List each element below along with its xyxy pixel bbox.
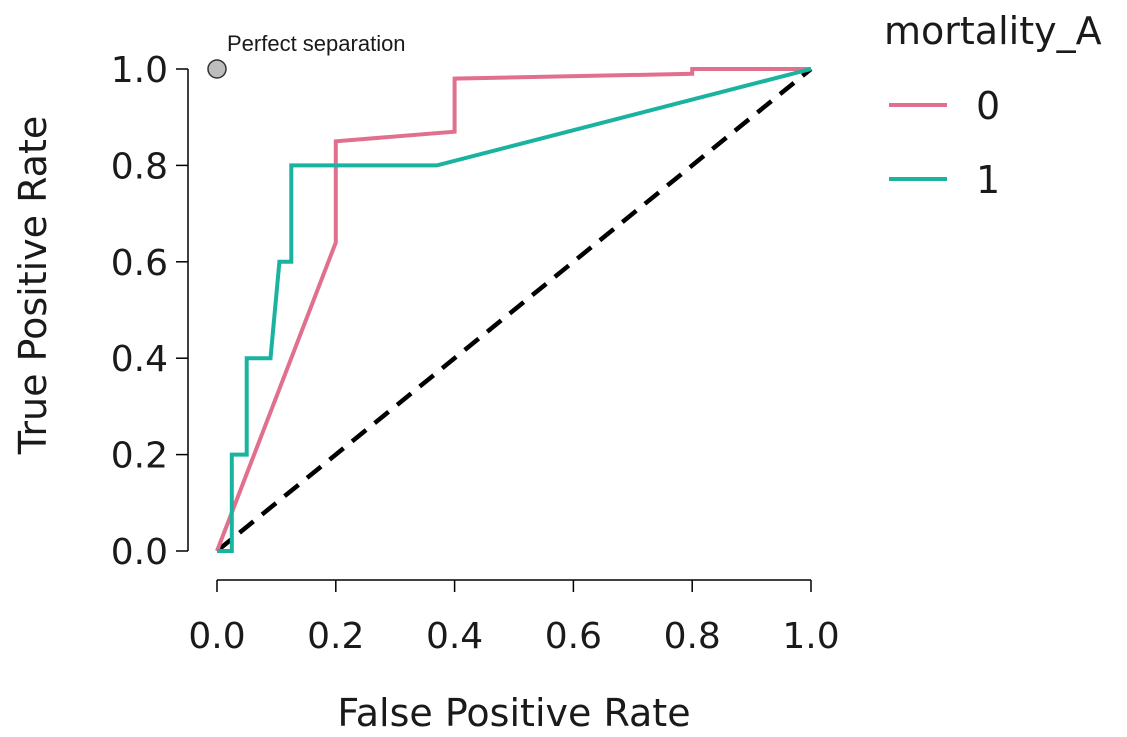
x-tick-label: 0.8 (664, 616, 721, 657)
legend-layer: mortality_A 0 1 (884, 9, 1102, 202)
y-tick-label: 0.2 (111, 436, 168, 477)
legend-title: mortality_A (884, 9, 1102, 53)
x-tick-label: 0.0 (188, 616, 245, 657)
series-line-0 (215, 67, 811, 552)
reference-diagonal-line (215, 67, 813, 553)
series-line-1 (217, 67, 812, 553)
y-tick-label: 0.6 (111, 243, 168, 284)
x-tick-label: 0.4 (426, 616, 483, 657)
legend-label-1: 1 (976, 158, 1000, 202)
x-axis-title: False Positive Rate (337, 691, 690, 733)
x-tick-label: 0.6 (545, 616, 602, 657)
perfect-separation-point (207, 59, 227, 79)
x-tick-label: 1.0 (782, 616, 839, 657)
y-tick-label: 0.8 (111, 146, 168, 187)
y-tick-label: 1.0 (111, 50, 168, 91)
series-layer (215, 67, 813, 553)
axes-layer: 0.0 0.2 0.4 0.6 0.8 1.0 0.0 0.2 0.4 0.6 0.8 1.0 (111, 50, 840, 657)
y-tick-label: 0.4 (111, 339, 168, 380)
y-axis-title: True Positive Rate (11, 116, 55, 456)
legend-label-0: 0 (976, 84, 1000, 128)
y-tick-label: 0.0 (111, 532, 168, 573)
annotation-label: Perfect separation (227, 31, 406, 56)
annotation-layer: Perfect separation (207, 31, 406, 79)
x-tick-label: 0.2 (307, 616, 364, 657)
